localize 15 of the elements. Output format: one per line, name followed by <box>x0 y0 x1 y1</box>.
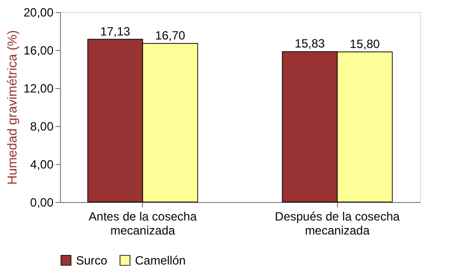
data-label: 16,70 <box>155 28 186 42</box>
x-tick-label: Después de la cosecha mecanizada <box>274 210 400 238</box>
legend-label: Camellón <box>135 253 186 267</box>
y-tick-label: 8,00 <box>30 120 54 134</box>
y-axis-title: Humedad gravimétrica (%) <box>4 30 20 185</box>
y-tick-label: 4,00 <box>30 158 54 172</box>
legend-label: Surco <box>76 253 108 267</box>
y-tick-label: 20,00 <box>23 6 54 20</box>
y-tick-label: 0,00 <box>30 196 54 210</box>
data-label: 17,13 <box>100 24 131 38</box>
y-tick-label: 16,00 <box>23 44 54 58</box>
data-label: 15,83 <box>294 36 326 51</box>
x-tick-label: Antes de la cosecha mecanizada <box>88 210 198 238</box>
y-tick-label: 12,00 <box>23 82 54 96</box>
data-label: 15,80 <box>350 36 380 51</box>
